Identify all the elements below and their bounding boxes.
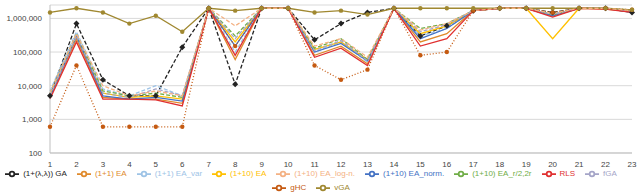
html-text:(1+10) EA_norm.: (1+10) EA_norm. (383, 169, 445, 179)
svg-text:16: 16 (442, 160, 451, 169)
svg-text:23: 23 (628, 160, 632, 169)
html-text:RLS: RLS (559, 169, 576, 179)
html-text:fGA: fGA (603, 169, 617, 179)
html-text:vGA: vGA (334, 183, 350, 193)
svg-text:2: 2 (74, 160, 79, 169)
html-text:(1+10) EA_log-n.: (1+10) EA_log-n. (294, 169, 355, 179)
svg-text:1,000,000: 1,000,000 (8, 14, 43, 23)
svg-text:9: 9 (259, 160, 264, 169)
svg-text:14: 14 (389, 160, 398, 169)
html-text:(1+1) EA_var: (1+1) EA_var (154, 169, 203, 179)
svg-text:8: 8 (233, 160, 238, 169)
svg-text:4: 4 (127, 160, 132, 169)
svg-text:100,000: 100,000 (13, 48, 42, 57)
svg-text:21: 21 (575, 160, 584, 169)
svg-text:10: 10 (284, 160, 293, 169)
svg-text:17: 17 (469, 160, 478, 169)
html-text:(1+1) EA: (1+1) EA (94, 169, 127, 179)
svg-text:100: 100 (29, 149, 43, 158)
svg-text:6: 6 (180, 160, 185, 169)
svg-text:20: 20 (548, 160, 557, 169)
html-text:(1+10) EA: (1+10) EA (230, 169, 267, 179)
svg-text:15: 15 (416, 160, 425, 169)
svg-text:11: 11 (310, 160, 319, 169)
svg-text:10,000: 10,000 (18, 82, 43, 91)
svg-text:19: 19 (522, 160, 531, 169)
svg-text:18: 18 (495, 160, 504, 169)
svg-text:3: 3 (101, 160, 106, 169)
html-text:(1+(λ,λ)) GA: (1+(λ,λ)) GA (23, 169, 67, 179)
svg-text:5: 5 (154, 160, 159, 169)
html-text:gHC: gHC (290, 183, 307, 193)
svg-text:13: 13 (363, 160, 372, 169)
svg-text:7: 7 (207, 160, 212, 169)
html-text:(1+10) EA_r/2,2r: (1+10) EA_r/2,2r (472, 169, 532, 179)
svg-text:12: 12 (337, 160, 346, 169)
svg-text:1,000: 1,000 (22, 115, 43, 124)
svg-text:22: 22 (601, 160, 610, 169)
svg-text:1: 1 (48, 160, 53, 169)
